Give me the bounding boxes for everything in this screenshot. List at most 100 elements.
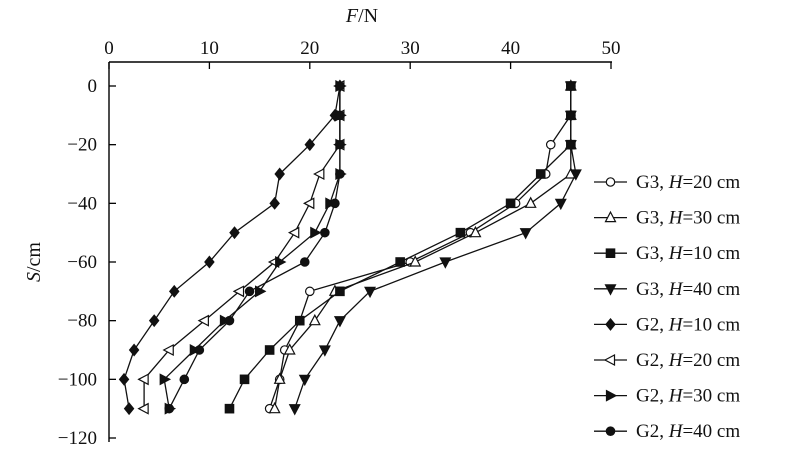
data-point — [298, 374, 311, 387]
data-point — [287, 226, 300, 239]
data-point — [264, 345, 275, 355]
legend-marker — [605, 317, 616, 331]
data-point — [320, 227, 330, 238]
legend-label-suffix: =30 cm — [682, 208, 740, 229]
legend-label-suffix: =40 cm — [682, 421, 740, 442]
legend-marker — [605, 426, 616, 436]
legend-label-prefix: G3, — [636, 243, 669, 264]
data-point — [335, 110, 345, 121]
series-line — [294, 86, 577, 409]
data-point — [229, 226, 240, 240]
data-point — [395, 257, 405, 267]
data-point — [299, 257, 310, 267]
y-tick-label: −100 — [58, 369, 97, 390]
series-1 — [264, 81, 576, 414]
series-6 — [137, 80, 345, 415]
data-point — [275, 256, 287, 268]
legend-marker — [603, 354, 616, 366]
series-line — [228, 86, 572, 409]
data-point — [545, 139, 556, 150]
data-point — [168, 284, 180, 298]
data-point — [409, 255, 422, 267]
series-8 — [164, 81, 345, 414]
data-point — [162, 344, 174, 356]
series-line — [143, 86, 341, 409]
legend-label-prefix: G3, — [636, 279, 669, 300]
data-point — [269, 196, 280, 210]
x-tick-label: 10 — [200, 38, 219, 59]
data-point — [197, 314, 209, 327]
data-point — [303, 197, 315, 210]
legend-label-suffix: =10 cm — [682, 243, 740, 264]
plot-area — [118, 79, 582, 416]
legend-entry-7: G2, H=30 cm — [594, 386, 740, 407]
legend-marker — [604, 284, 617, 296]
series-line — [268, 86, 572, 409]
legend-label-prefix: G3, — [636, 208, 669, 229]
data-point — [118, 372, 130, 386]
data-point — [204, 255, 215, 269]
legend-label-var: H — [668, 172, 684, 193]
series-5 — [118, 79, 346, 416]
data-point — [330, 198, 340, 209]
legend-entry-3: G3, H=10 cm — [594, 243, 740, 264]
data-point — [318, 345, 331, 357]
x-axis-title: F/N — [345, 5, 378, 27]
data-point — [304, 286, 315, 297]
data-point — [273, 372, 286, 384]
data-point — [519, 228, 532, 240]
legend-entry-2: G3, H=30 cm — [594, 208, 740, 229]
legend-label-prefix: G3, — [636, 172, 669, 193]
legend-label: G2, H=40 cm — [636, 421, 740, 442]
legend-label-prefix: G2, — [636, 386, 669, 407]
x-axis-title-var: F — [345, 5, 359, 27]
legend-label: G3, H=40 cm — [636, 279, 740, 300]
data-point — [232, 285, 245, 298]
data-point — [564, 81, 577, 93]
data-point — [179, 374, 190, 385]
legend-label-var: H — [668, 243, 684, 264]
data-point — [308, 313, 321, 326]
legend-label-var: H — [668, 350, 684, 371]
x-tick-label: 40 — [501, 38, 520, 59]
data-point — [333, 316, 346, 328]
y-tick-label: −40 — [67, 193, 97, 214]
series-7 — [159, 80, 347, 415]
legend-label-var: H — [668, 386, 684, 407]
legend-label: G2, H=30 cm — [636, 386, 740, 407]
y-axis-title-unit: /cm — [23, 242, 45, 272]
data-point — [288, 404, 301, 416]
legend-label: G3, H=20 cm — [636, 172, 740, 193]
data-point — [364, 286, 377, 299]
data-point — [164, 403, 175, 414]
legend-entry-5: G2, H=10 cm — [594, 314, 740, 335]
legend-label-prefix: G2, — [636, 421, 669, 442]
legend-label-suffix: =20 cm — [682, 350, 740, 371]
legend-marker — [605, 177, 616, 187]
data-point — [224, 315, 235, 326]
data-point — [268, 401, 281, 414]
data-point — [244, 286, 255, 297]
series-3 — [224, 81, 576, 414]
data-point — [554, 198, 567, 211]
legend-marker — [605, 389, 618, 402]
data-point — [439, 257, 452, 269]
legend-label-prefix: G2, — [636, 314, 669, 335]
y-tick-label: −120 — [58, 428, 97, 449]
x-axis-title-unit: /N — [358, 5, 378, 27]
data-point — [524, 196, 537, 208]
data-point — [137, 402, 149, 415]
legend-label-var: H — [668, 279, 684, 300]
legend-label-suffix: =30 cm — [682, 386, 740, 407]
x-tick-label: 0 — [104, 38, 114, 59]
data-point — [335, 286, 345, 297]
data-point — [564, 110, 577, 123]
legend-label-suffix: =40 cm — [682, 279, 740, 300]
axes: 0 10 20 30 40 50 0 −20 −40 −60 −80 −100 −120 F/N S/cm — [23, 5, 621, 449]
data-point — [283, 343, 296, 355]
legend-label: G2, H=20 cm — [636, 350, 740, 371]
data-point — [255, 285, 267, 298]
x-tick-label: 50 — [602, 38, 621, 59]
